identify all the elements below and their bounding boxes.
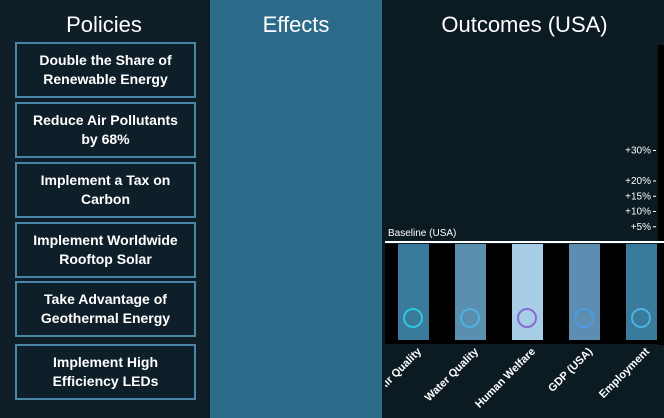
x-tick-label: GDP (USA) <box>546 345 595 394</box>
policy-button[interactable]: Reduce Air Pollutants by 68% <box>15 102 196 158</box>
x-tick-label: Employment <box>597 345 652 400</box>
y-tick-label: +10% <box>625 207 651 218</box>
outcome-icon <box>460 308 480 328</box>
policy-button[interactable]: Double the Share of Renewable Energy <box>15 42 196 98</box>
outcome-column <box>626 244 657 340</box>
policy-button[interactable]: Take Advantage of Geothermal Energy <box>15 281 196 337</box>
policy-button[interactable]: Implement Worldwide Rooftop Solar <box>15 222 196 278</box>
baseline-label: Baseline (USA) <box>388 228 456 239</box>
x-tick-label: Air Quality <box>385 345 425 393</box>
panel-title: Outcomes (USA) <box>441 12 608 37</box>
outcome-column <box>569 244 600 340</box>
policy-button[interactable]: Implement High Efficiency LEDs <box>15 344 196 400</box>
outcome-column <box>455 244 486 340</box>
panel-title: Policies <box>66 12 142 37</box>
outcome-column <box>398 244 429 340</box>
scroll-strip <box>658 45 664 345</box>
outcome-icon <box>517 308 537 328</box>
y-tick-label: +15% <box>625 191 651 202</box>
y-tick-label: +20% <box>625 176 651 187</box>
axis-bar <box>385 340 664 344</box>
policy-button[interactable]: Implement a Tax on Carbon <box>15 162 196 218</box>
outcomes-chart: Baseline (USA) +30%+20%+15%+10%+5%-5%Air… <box>385 45 664 411</box>
panel-title: Effects <box>262 12 330 37</box>
effects-panel: Effects <box>210 0 382 418</box>
x-tick-label: Water Quality <box>423 345 482 404</box>
y-tick-label: +30% <box>625 146 651 157</box>
outcomes-panel: Outcomes (USA) Baseline (USA) +30% +20% +1… <box>385 0 664 418</box>
outcome-icon <box>631 308 651 328</box>
outcome-icon <box>403 308 423 328</box>
y-tick-label: +5% <box>631 222 651 233</box>
outcome-column <box>512 244 543 340</box>
outcome-icon <box>574 308 594 328</box>
x-tick-label: Human Welfare <box>473 346 538 411</box>
